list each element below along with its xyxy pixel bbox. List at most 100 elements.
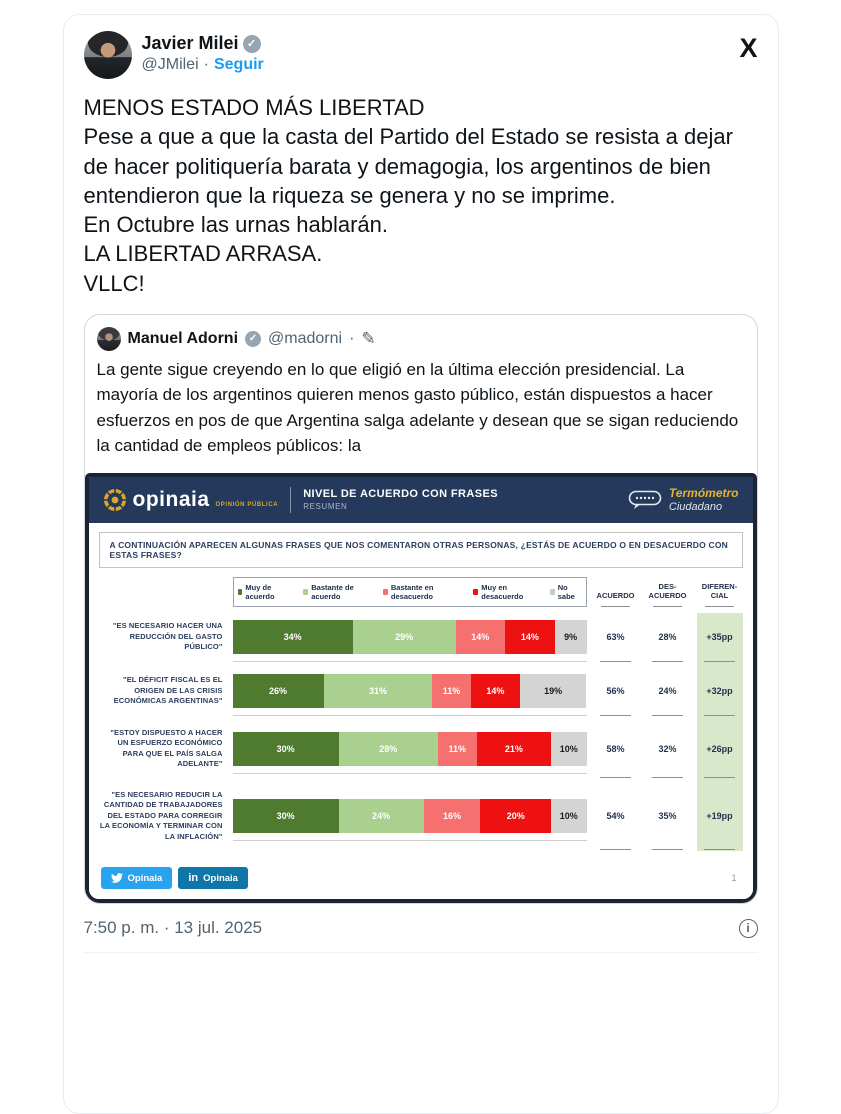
row-label: "ES NECESARIO REDUCIR LA CANTIDAD DE TRA… (99, 789, 223, 841)
legend-dot-icon (473, 588, 479, 595)
separator-dot: · (203, 56, 209, 73)
quoted-tweet-card[interactable]: Manuel Adorni ✓ @madorni · ✎ La gente si… (83, 313, 758, 905)
chart-legend: Muy de acuerdo Bastante de acuerdo Bastant… (232, 576, 587, 607)
legend-item: Bastante en desacuerdo (382, 583, 462, 601)
opinaia-brand: opinaia OPINIÓN PÚBLICA (103, 488, 279, 512)
bar-segment: 24% (338, 799, 424, 833)
bar-segment: 28% (338, 731, 438, 766)
badge-line2: Ciudadano (668, 501, 723, 514)
divider (83, 952, 758, 954)
chart-title: NIVEL DE ACUERDO CON FRASES (303, 488, 498, 501)
bar-segment: 14% (505, 619, 555, 654)
diferencial-value: +19pp (697, 790, 743, 850)
stacked-bar: 30% 24% 16% 20% 10% (232, 799, 587, 841)
acuerdo-value: 56% (593, 674, 639, 716)
row-label: "ESTOY DISPUESTO A HACER UN ESFUERZO ECO… (110, 727, 223, 769)
diferencial-column-background (696, 612, 743, 852)
chart-subtitle: RESUMEN (303, 502, 348, 512)
x-logo-icon[interactable]: X (739, 33, 758, 63)
legend-dot-icon (549, 588, 555, 595)
diferencial-value: +26pp (697, 728, 743, 778)
legend-item: No sabe (549, 583, 582, 601)
quote-text: La gente sigue creyendo en lo que eligió… (96, 359, 739, 456)
desacuerdo-value: 24% (645, 674, 691, 716)
twitter-bird-icon (110, 873, 123, 884)
speech-bubble-icon (628, 490, 662, 509)
acuerdo-value: 54% (593, 790, 639, 850)
bar-segment: 30% (232, 731, 339, 766)
edited-pencil-icon[interactable]: ✎ (361, 328, 376, 348)
bar-segment: 11% (437, 731, 477, 766)
legend-dot-icon (237, 588, 243, 595)
desacuerdo-value: 35% (645, 790, 691, 850)
acuerdo-value: 58% (593, 728, 639, 778)
twitter-button: Opinaia (100, 867, 173, 890)
chart-rows-area: "ES NECESARIO HACER UNA REDUCCIÓN DEL GA… (99, 612, 743, 856)
legend-item: Bastante de acuerdo (303, 583, 372, 601)
diferencial-value: +35pp (697, 620, 743, 662)
quote-author-name[interactable]: Manuel Adorni (127, 329, 239, 347)
termometro-badge: Termómetro Ciudadano (628, 486, 739, 513)
opinaia-logo-icon (103, 488, 126, 511)
acuerdo-value: 63% (593, 620, 639, 662)
author-handle[interactable]: @JMilei (141, 56, 199, 73)
bar-segment: 20% (480, 799, 552, 833)
verified-badge-icon: ✓ (242, 34, 261, 53)
bar-segment: 10% (551, 731, 587, 766)
divider (290, 486, 292, 513)
legend-dot-icon (303, 588, 309, 595)
tweet-header: Javier Milei ✓ @JMilei · Seguir X (83, 31, 758, 79)
column-header-acuerdo: ACUERDO (593, 591, 639, 608)
chart-row: "ES NECESARIO HACER UNA REDUCCIÓN DEL GA… (99, 613, 743, 667)
stacked-bar: 30% 28% 11% 21% 10% (232, 731, 587, 774)
brand-tagline: OPINIÓN PÚBLICA (215, 501, 279, 508)
bar-segment: 26% (232, 673, 324, 708)
page-number: 1 (731, 873, 737, 884)
legend-item: Muy de acuerdo (237, 583, 293, 601)
chart-header: opinaia OPINIÓN PÚBLICA NIVEL DE ACUERDO… (88, 476, 753, 523)
linkedin-button: in Opinaia (178, 867, 248, 890)
stacked-bar: 26% 31% 11% 14% 19% (232, 673, 587, 716)
bar-segment: 14% (455, 619, 506, 654)
timestamp[interactable]: 7:50 p. m. · 13 jul. 2025 (83, 918, 263, 938)
bar-segment: 10% (551, 799, 587, 833)
chart-row: "EL DÉFICIT FISCAL ES EL ORIGEN DE LAS C… (99, 667, 743, 721)
brand-name: opinaia (132, 487, 210, 511)
tweet-card: Javier Milei ✓ @JMilei · Seguir X MENOS … (62, 14, 779, 1114)
chart-question: A CONTINUACIÓN APARECEN ALGUNAS FRASES Q… (98, 531, 743, 568)
opinaia-chart-image[interactable]: opinaia OPINIÓN PÚBLICA NIVEL DE ACUERDO… (84, 472, 757, 904)
bar-segment: 31% (323, 673, 433, 708)
badge-line1: Termómetro (668, 486, 739, 501)
diferencial-value: +32pp (697, 674, 743, 716)
legend-dot-icon (382, 588, 388, 595)
author-avatar[interactable] (83, 31, 132, 79)
desacuerdo-value: 32% (645, 728, 691, 778)
quote-author-handle[interactable]: @madorni (268, 329, 343, 347)
bar-segment: 16% (423, 799, 481, 833)
column-header-diferencial: DIFEREN- CIAL (697, 582, 743, 607)
row-label: "ES NECESARIO HACER UNA REDUCCIÓN DEL GA… (112, 621, 223, 651)
quote-author-avatar[interactable] (96, 326, 121, 351)
bar-segment: 11% (432, 673, 471, 708)
quote-header: Manuel Adorni ✓ @madorni · ✎ (85, 315, 757, 357)
bar-segment: 9% (554, 619, 587, 654)
chart-row: "ESTOY DISPUESTO A HACER UN ESFUERZO ECO… (99, 721, 743, 783)
chart-rows: "ES NECESARIO HACER UNA REDUCCIÓN DEL GA… (99, 613, 743, 856)
chart-row: "ES NECESARIO REDUCIR LA CANTIDAD DE TRA… (99, 783, 743, 856)
stacked-bar: 34% 29% 14% 14% 9% (232, 619, 587, 662)
bar-segment: 29% (352, 619, 456, 654)
bar-segment: 34% (232, 619, 353, 654)
tweet-footer: 7:50 p. m. · 13 jul. 2025 i (84, 918, 758, 952)
follow-button[interactable]: Seguir (213, 56, 264, 73)
column-header-desacuerdo: DES- ACUERDO (645, 582, 691, 607)
quote-verified-badge-icon: ✓ (245, 330, 262, 347)
chart-columns-row: Muy de acuerdo Bastante de acuerdo Bastant… (99, 576, 743, 608)
bar-segment: 21% (476, 731, 552, 766)
author-name[interactable]: Javier Milei (141, 33, 239, 53)
author-id-block: Javier Milei ✓ @JMilei · Seguir (142, 31, 264, 74)
bar-segment: 30% (232, 799, 339, 833)
bar-segment: 19% (519, 673, 587, 708)
linkedin-in-icon: in (188, 872, 199, 885)
info-icon[interactable]: i (738, 918, 758, 938)
row-label: "EL DÉFICIT FISCAL ES EL ORIGEN DE LAS C… (113, 675, 223, 705)
